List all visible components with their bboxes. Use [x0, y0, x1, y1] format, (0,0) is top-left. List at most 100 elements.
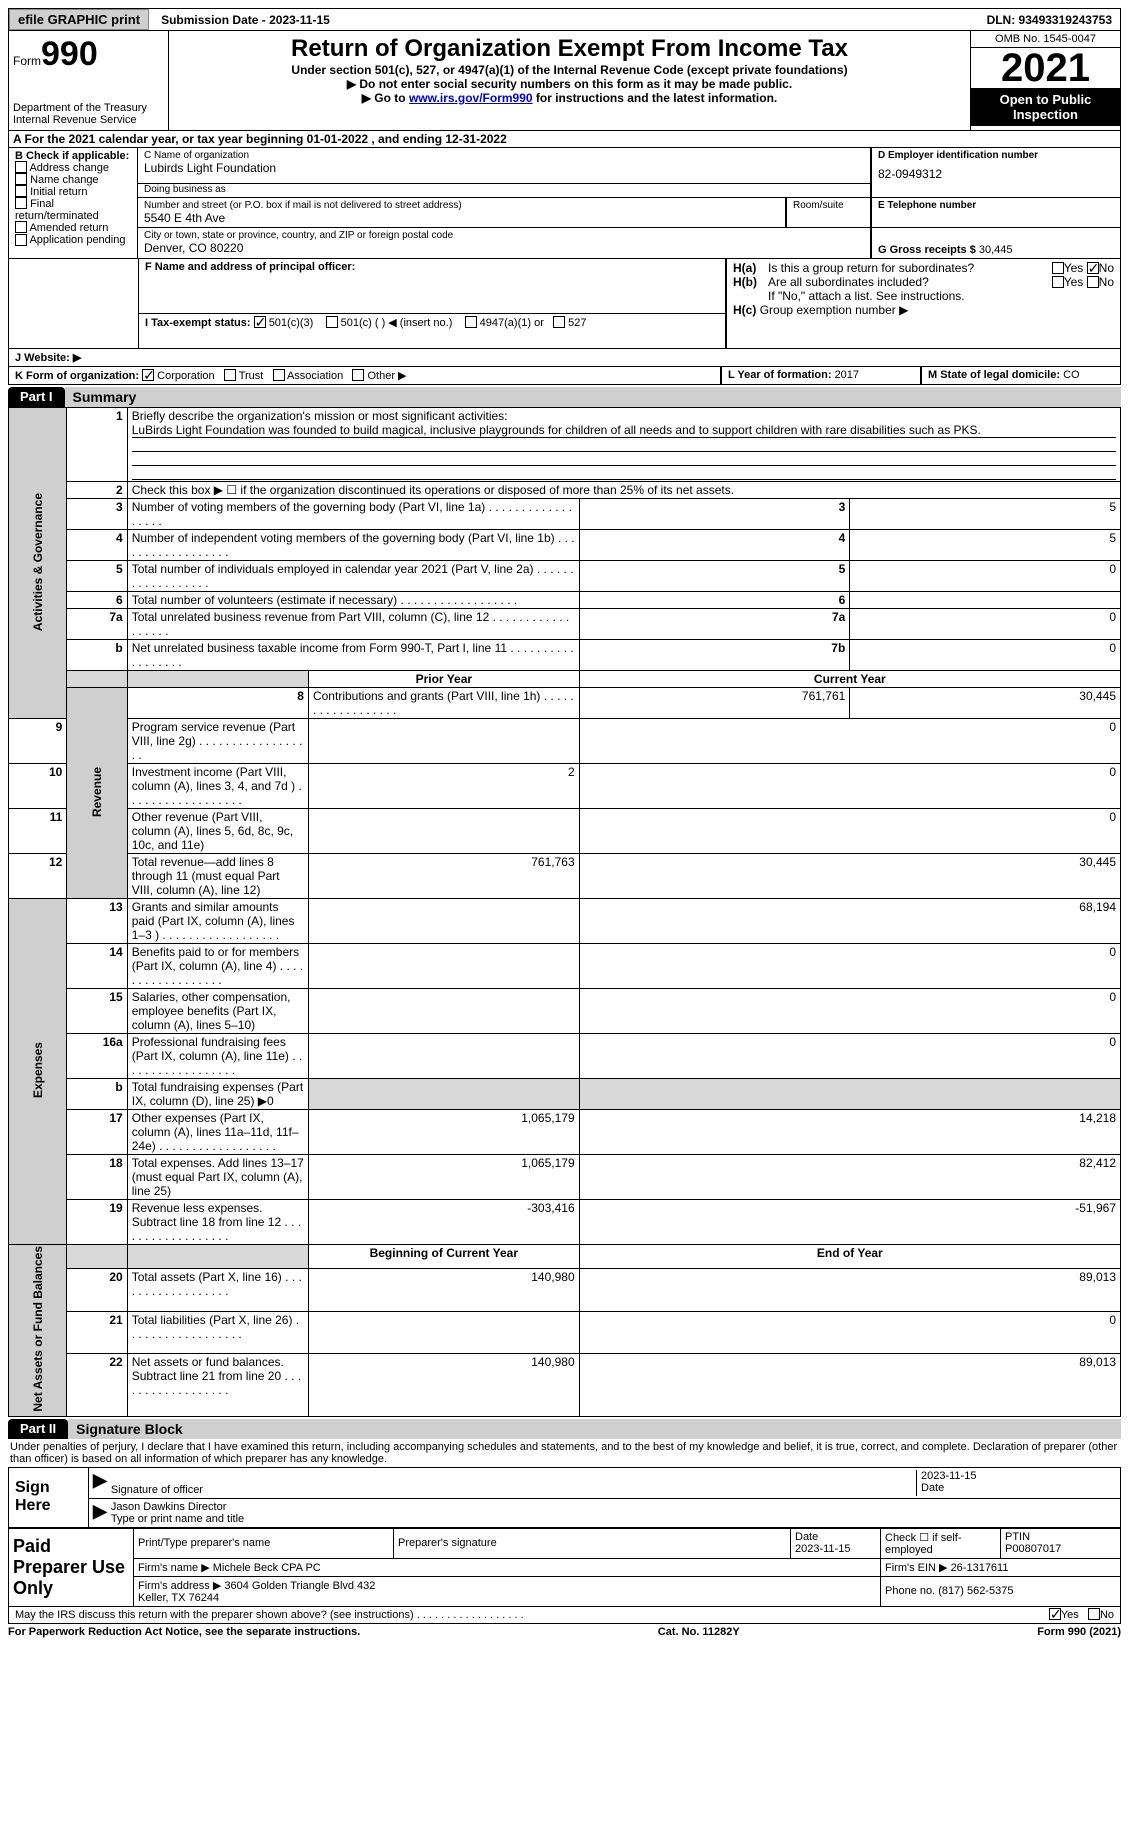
checkbox-4947a1[interactable] — [465, 316, 477, 328]
line10-current: 0 — [579, 764, 1120, 809]
line22-prior: 140,980 — [308, 1354, 579, 1416]
line1-label: Briefly describe the organization's miss… — [132, 409, 508, 423]
form-footer: Form 990 (2021) — [1037, 1626, 1121, 1638]
ptin-label: PTIN — [1005, 1531, 1030, 1543]
line19-current: -51,967 — [579, 1200, 1120, 1245]
firm-name-value: Michele Beck CPA PC — [213, 1562, 321, 1574]
line16a-current: 0 — [579, 1034, 1120, 1079]
checkbox-initial-return[interactable]: Initial return — [15, 186, 131, 198]
sig-officer-label: Signature of officer — [111, 1484, 203, 1496]
firm-name-label: Firm's name ▶ — [138, 1562, 210, 1574]
sig-date-label: Date — [921, 1482, 944, 1494]
tax-year: 2021 — [971, 48, 1120, 88]
preparer-table: Paid Preparer Use Only Print/Type prepar… — [8, 1528, 1121, 1607]
checkbox-association[interactable] — [273, 369, 285, 381]
preparer-name-label: Print/Type preparer's name — [138, 1537, 270, 1549]
title-subtitle: Under section 501(c), 527, or 4947(a)(1)… — [177, 63, 962, 77]
gross-receipts-value: 30,445 — [979, 244, 1013, 256]
h-note: If "No," attach a list. See instructions… — [733, 289, 1114, 303]
checkbox-application-pending[interactable]: Application pending — [15, 234, 131, 246]
line8-current: 30,445 — [850, 688, 1121, 719]
h-b-label: Are all subordinates included? — [768, 275, 1052, 289]
tax-exempt-label: I Tax-exempt status: — [145, 317, 251, 329]
checkbox-final-return[interactable]: Final return/terminated — [15, 198, 131, 222]
cat-number: Cat. No. 11282Y — [658, 1626, 740, 1638]
submission-date: Submission Date - 2023-11-15 — [153, 11, 338, 29]
pra-notice: For Paperwork Reduction Act Notice, see … — [8, 1626, 360, 1638]
h-c-label: Group exemption number ▶ — [760, 303, 909, 317]
line4-value: 5 — [850, 530, 1121, 561]
officer-label: F Name and address of principal officer: — [145, 261, 355, 273]
line16a-prior — [308, 1034, 579, 1079]
state-domicile-value: CO — [1063, 369, 1080, 381]
website-label: J Website: ▶ — [15, 352, 81, 364]
line17-prior: 1,065,179 — [308, 1110, 579, 1155]
checkbox-name-change[interactable]: Name change — [15, 174, 131, 186]
checkbox-501c3[interactable] — [254, 316, 266, 328]
perjury-declaration: Under penalties of perjury, I declare th… — [8, 1439, 1121, 1467]
line6-value — [850, 592, 1121, 609]
line18-prior: 1,065,179 — [308, 1155, 579, 1200]
checkbox-ha-no[interactable] — [1087, 262, 1099, 274]
self-employed-check[interactable]: Check ☐ if self-employed — [881, 1528, 1001, 1558]
checkbox-trust[interactable] — [224, 369, 236, 381]
line14-current: 0 — [579, 944, 1120, 989]
current-year-header: Current Year — [579, 671, 1120, 688]
line20-current: 89,013 — [579, 1268, 1120, 1311]
checkbox-address-change[interactable]: Address change — [15, 162, 131, 174]
checkbox-discuss-yes[interactable] — [1049, 1608, 1061, 1620]
line2-text: Check this box ▶ ☐ if the organization d… — [127, 482, 1120, 499]
part-1-header: Part I Summary — [8, 387, 1121, 407]
return-title: Return of Organization Exempt From Incom… — [177, 35, 962, 63]
checkbox-hb-yes[interactable] — [1052, 276, 1064, 288]
paid-preparer-label: Paid Preparer Use Only — [9, 1528, 134, 1606]
box-b-label: B Check if applicable: — [15, 150, 131, 162]
street-value: 5540 E 4th Ave — [144, 211, 779, 225]
side-activities: Activities & Governance — [31, 493, 45, 631]
irs-link[interactable]: www.irs.gov/Form990 — [409, 91, 533, 105]
prior-year-header: Prior Year — [308, 671, 579, 688]
side-netassets: Net Assets or Fund Balances — [31, 1246, 45, 1412]
line17-current: 14,218 — [579, 1110, 1120, 1155]
line3-value: 5 — [850, 499, 1121, 530]
prep-date-value: 2023-11-15 — [795, 1543, 850, 1555]
checkbox-discuss-no[interactable] — [1088, 1608, 1100, 1620]
line12-current: 30,445 — [579, 854, 1120, 899]
line15-prior — [308, 989, 579, 1034]
side-revenue: Revenue — [90, 767, 104, 817]
line13-prior — [308, 899, 579, 944]
form-header: Form990 Department of the Treasury Inter… — [8, 31, 1121, 131]
signature-block: Sign Here ▶Signature of officer2023-11-1… — [8, 1467, 1121, 1528]
state-domicile-label: M State of legal domicile: — [928, 369, 1063, 381]
prep-date-label: Date — [795, 1531, 818, 1543]
checkbox-other[interactable] — [352, 369, 364, 381]
side-expenses: Expenses — [31, 1042, 45, 1098]
checkbox-hb-no[interactable] — [1087, 276, 1099, 288]
line15-current: 0 — [579, 989, 1120, 1034]
line10-prior: 2 — [308, 764, 579, 809]
open-to-public: Open to Public Inspection — [971, 88, 1120, 126]
line22-current: 89,013 — [579, 1354, 1120, 1416]
line8-prior: 761,761 — [579, 688, 850, 719]
beginning-year-header: Beginning of Current Year — [308, 1245, 579, 1269]
line13-current: 68,194 — [579, 899, 1120, 944]
checkbox-527[interactable] — [553, 316, 565, 328]
org-name: Lubirds Light Foundation — [144, 161, 864, 175]
may-irs-discuss: May the IRS discuss this return with the… — [15, 1609, 524, 1621]
checkbox-501c[interactable] — [326, 316, 338, 328]
firm-phone-value: (817) 562-5375 — [938, 1585, 1013, 1597]
name-title-label: Type or print name and title — [111, 1513, 244, 1525]
firm-phone-label: Phone no. — [885, 1585, 938, 1597]
dba-label: Doing business as — [144, 184, 864, 195]
arrow-icon: ▶ — [93, 1470, 107, 1496]
line21-prior — [308, 1311, 579, 1354]
summary-table: Activities & Governance 1 Briefly descri… — [8, 407, 1121, 1417]
phone-label: E Telephone number — [878, 200, 1114, 211]
checkbox-corporation[interactable] — [142, 369, 154, 381]
checkbox-ha-yes[interactable] — [1052, 262, 1064, 274]
line21-current: 0 — [579, 1311, 1120, 1354]
efile-print-button[interactable]: efile GRAPHIC print — [9, 9, 149, 30]
checkbox-amended-return[interactable]: Amended return — [15, 222, 131, 234]
h-a-label: Is this a group return for subordinates? — [768, 261, 1052, 275]
line18-current: 82,412 — [579, 1155, 1120, 1200]
